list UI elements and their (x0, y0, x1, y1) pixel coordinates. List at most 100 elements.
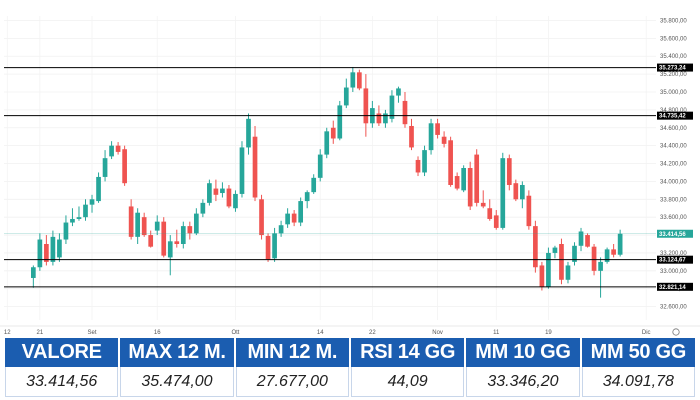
candle-body (533, 226, 538, 268)
stat-label: VALORE (5, 338, 119, 367)
candle-body (180, 226, 186, 244)
x-tick-label: 16 (154, 330, 161, 336)
stat-label: RSI 14 GG (350, 338, 465, 367)
stat-label: MM 10 GG (466, 338, 580, 367)
candle-body (193, 213, 199, 234)
price-tag-bg (657, 111, 693, 120)
stat-min-12m: MIN 12 M. 27.677,00 (235, 338, 349, 398)
candle-body (604, 249, 610, 262)
candle-body (298, 201, 304, 223)
price-tag-label: 32.821,14 (659, 285, 686, 291)
x-tick-label: Ott (231, 330, 239, 336)
stats-table: VALORE 33.414,56 MAX 12 M. 35.474,00 MIN… (5, 338, 695, 398)
price-tag-label: 33.124,67 (659, 258, 686, 264)
stat-value: 27.677,00 (235, 367, 349, 397)
candle-body (546, 252, 551, 287)
candle-body (76, 217, 82, 219)
candle-body (526, 195, 532, 227)
y-tick-label: 35.800,00 (660, 18, 687, 24)
stat-valore: VALORE 33.414,56 (5, 338, 119, 398)
y-axis: 32.600,0032.800,0033.000,0033.200,0033.4… (660, 18, 687, 310)
candle-body (428, 123, 434, 151)
candle-body (154, 221, 160, 231)
y-tick-label: 34.800,00 (660, 108, 687, 114)
price-tag-bg (657, 255, 693, 264)
x-axis: 12 21 Set 16 Ott 14 22 Nov 11 19 Dic (0, 325, 700, 336)
candle-body (461, 168, 467, 191)
x-tick-label: 22 (369, 330, 376, 336)
candle-body (83, 204, 88, 218)
y-tick-label: 33.000,00 (660, 269, 687, 275)
candle-body (174, 241, 180, 244)
stat-value: 34.091,78 (581, 367, 695, 397)
candle-body (519, 184, 525, 200)
candle-body (350, 72, 356, 88)
candle-body (343, 87, 349, 106)
candle-body (572, 245, 577, 262)
reference-price-tag: 32.821,14 (657, 282, 693, 291)
candle-body (57, 239, 62, 258)
reference-price-tag: 35.273,24 (657, 63, 693, 72)
candle-body (539, 265, 545, 287)
chart-grid (4, 16, 656, 320)
candle-body (167, 241, 173, 258)
x-tick-label: 14 (317, 330, 324, 336)
candle-body (148, 235, 154, 247)
y-tick-label: 32.600,00 (660, 305, 687, 311)
price-tag-bg (657, 63, 693, 72)
candle-body (454, 176, 460, 189)
candle-body (552, 247, 558, 253)
candle-body (330, 127, 336, 139)
stat-label: MM 50 GG (581, 338, 695, 367)
reference-price-tag: 33.124,67 (657, 255, 693, 264)
y-tick-label: 34.200,00 (660, 162, 687, 168)
candlestick-series (30, 66, 623, 298)
x-tick-label: 21 (37, 330, 44, 336)
candle-body (337, 105, 343, 139)
stat-value: 44,09 (350, 367, 465, 397)
candle-body (415, 159, 421, 173)
y-tick-label: 34.600,00 (660, 126, 687, 132)
candle-body (272, 233, 277, 259)
candle-body (37, 239, 43, 268)
candle-body (207, 183, 212, 203)
price-chart: 32.600,0032.800,0033.000,0033.200,0033.4… (0, 16, 700, 336)
candle-body (50, 236, 56, 262)
y-tick-label: 35.600,00 (660, 36, 687, 42)
candle-body (487, 208, 493, 219)
price-tags: 35.273,24 34.735,42 33.124,67 32.821,14 33.4… (657, 63, 693, 291)
reference-price-tag: 34.735,42 (657, 111, 693, 120)
candle-body (30, 267, 36, 278)
y-tick-label: 34.000,00 (660, 179, 687, 185)
price-tag-bg (657, 229, 693, 238)
y-tick-label: 33.200,00 (660, 251, 687, 257)
candle-body (252, 136, 258, 198)
candle-body (500, 158, 506, 228)
candle-body (233, 193, 238, 209)
candle-body (70, 218, 75, 223)
candle-body (187, 226, 193, 234)
candle-body (259, 199, 264, 236)
stat-mm-10: MM 10 GG 33.346,20 (466, 338, 580, 398)
candle-body (559, 244, 564, 280)
candle-body (128, 206, 134, 237)
price-tag-label: 33.414,56 (659, 232, 686, 238)
y-tick-label: 35.200,00 (660, 72, 687, 78)
clock-icon (672, 328, 680, 336)
y-tick-label: 35.000,00 (660, 90, 687, 96)
candle-body (115, 145, 121, 152)
x-tick-label: Set (88, 330, 97, 336)
candle-body (141, 217, 147, 236)
candle-body (220, 188, 225, 194)
stat-value: 35.474,00 (120, 367, 234, 397)
candle-body (402, 100, 408, 125)
stat-value: 33.414,56 (5, 367, 119, 397)
candle-body (285, 213, 290, 225)
price-tag-bg (657, 282, 693, 291)
candle-body (389, 95, 395, 119)
candle-body (161, 221, 167, 256)
candle-body (422, 150, 427, 173)
price-tag-label: 34.735,42 (659, 114, 686, 120)
y-tick-label: 35.400,00 (660, 54, 687, 60)
candle-body (409, 125, 414, 148)
